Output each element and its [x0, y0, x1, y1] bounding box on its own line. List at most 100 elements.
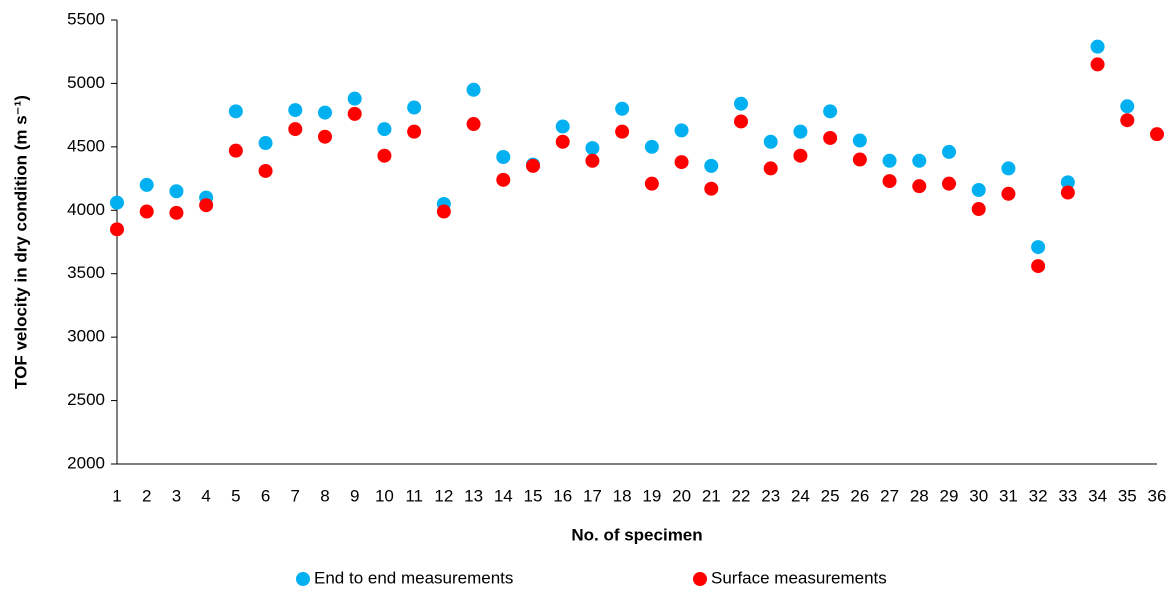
- point: [615, 124, 630, 139]
- x-tick-label: 21: [702, 486, 721, 505]
- x-tick-label: 34: [1088, 486, 1107, 505]
- x-tick-label: 32: [1029, 486, 1048, 505]
- x-tick-label: 1: [112, 486, 121, 505]
- x-tick-label: 2: [142, 486, 151, 505]
- point: [852, 152, 867, 167]
- y-tick-label: 3500: [67, 263, 105, 282]
- point: [466, 82, 481, 97]
- x-tick-label: 25: [821, 486, 840, 505]
- point: [496, 150, 511, 165]
- x-axis-title: No. of specimen: [571, 525, 702, 544]
- x-tick-label: 11: [405, 486, 423, 505]
- point: [347, 91, 362, 106]
- point: [139, 177, 154, 192]
- point: [674, 123, 689, 138]
- point: [912, 179, 927, 194]
- x-tick-label: 27: [880, 486, 899, 505]
- point: [407, 124, 422, 139]
- point: [347, 106, 362, 121]
- point: [377, 148, 392, 163]
- x-tick-label: 29: [940, 486, 959, 505]
- point: [228, 104, 243, 119]
- point: [1120, 99, 1135, 114]
- point: [734, 96, 748, 111]
- x-tick-label: 9: [350, 486, 359, 505]
- x-tick-label: 10: [375, 486, 394, 505]
- x-tick-label: 4: [201, 486, 210, 505]
- point: [555, 119, 570, 134]
- x-tick-label: 36: [1148, 486, 1167, 505]
- x-tick-label: 33: [1058, 486, 1077, 505]
- y-tick-label: 2000: [67, 453, 105, 472]
- point: [971, 202, 986, 217]
- x-tick-label: 19: [642, 486, 661, 505]
- x-tick-label: 5: [231, 486, 240, 505]
- point: [971, 182, 986, 197]
- point: [318, 129, 332, 144]
- point: [526, 158, 540, 173]
- point: [555, 134, 570, 149]
- point: [585, 153, 600, 168]
- point: [1001, 161, 1016, 176]
- x-tick-label: 30: [969, 486, 988, 505]
- x-tick-label: 26: [850, 486, 869, 505]
- y-tick-label: 5500: [67, 9, 105, 28]
- legend-label: End to end measurements: [314, 568, 513, 587]
- point: [1060, 185, 1075, 200]
- point: [377, 122, 392, 137]
- point: [110, 195, 124, 210]
- x-tick-label: 23: [761, 486, 780, 505]
- x-tick-label: 16: [553, 486, 572, 505]
- point: [615, 101, 630, 116]
- point: [110, 222, 124, 237]
- x-tick-label: 35: [1118, 486, 1137, 505]
- point: [644, 139, 659, 154]
- x-tick-label: 18: [613, 486, 632, 505]
- x-tick-label: 28: [910, 486, 929, 505]
- x-tick-label: 22: [732, 486, 751, 505]
- x-tick-label: 7: [291, 486, 300, 505]
- y-tick-label: 3000: [67, 327, 105, 346]
- point: [674, 155, 689, 170]
- x-tick-label: 24: [791, 486, 810, 505]
- y-tick-label: 4000: [67, 200, 105, 219]
- point: [436, 204, 451, 219]
- point: [793, 148, 808, 163]
- x-tick-label: 12: [434, 486, 453, 505]
- point: [496, 172, 511, 187]
- point: [1031, 240, 1046, 255]
- point: [704, 181, 719, 196]
- point: [288, 122, 303, 137]
- point: [585, 141, 600, 156]
- point: [199, 198, 214, 213]
- x-tick-label: 6: [261, 486, 270, 505]
- point: [1060, 175, 1075, 190]
- point: [704, 158, 719, 173]
- point: [644, 176, 659, 191]
- point: [1150, 127, 1164, 142]
- y-tick-label: 2500: [67, 390, 105, 409]
- point: [823, 104, 838, 119]
- point: [407, 100, 422, 115]
- point: [139, 204, 154, 219]
- y-axis-title: TOF velocity in dry condition (m s⁻¹): [11, 95, 30, 389]
- y-tick-label: 4500: [67, 136, 105, 155]
- point: [852, 133, 867, 148]
- x-tick-label: 17: [583, 486, 602, 505]
- point: [1120, 113, 1135, 128]
- x-tick-label: 15: [524, 486, 543, 505]
- point: [169, 205, 184, 220]
- point: [763, 134, 778, 149]
- legend-marker: [296, 572, 310, 586]
- point: [1090, 39, 1105, 54]
- point: [734, 114, 748, 129]
- x-tick-label: 14: [494, 486, 513, 505]
- point: [763, 161, 778, 176]
- point: [466, 117, 481, 132]
- point: [288, 103, 303, 118]
- x-tick-label: 3: [172, 486, 181, 505]
- point: [258, 136, 273, 151]
- point: [793, 124, 808, 139]
- point: [942, 144, 956, 159]
- y-tick-label: 5000: [67, 73, 105, 92]
